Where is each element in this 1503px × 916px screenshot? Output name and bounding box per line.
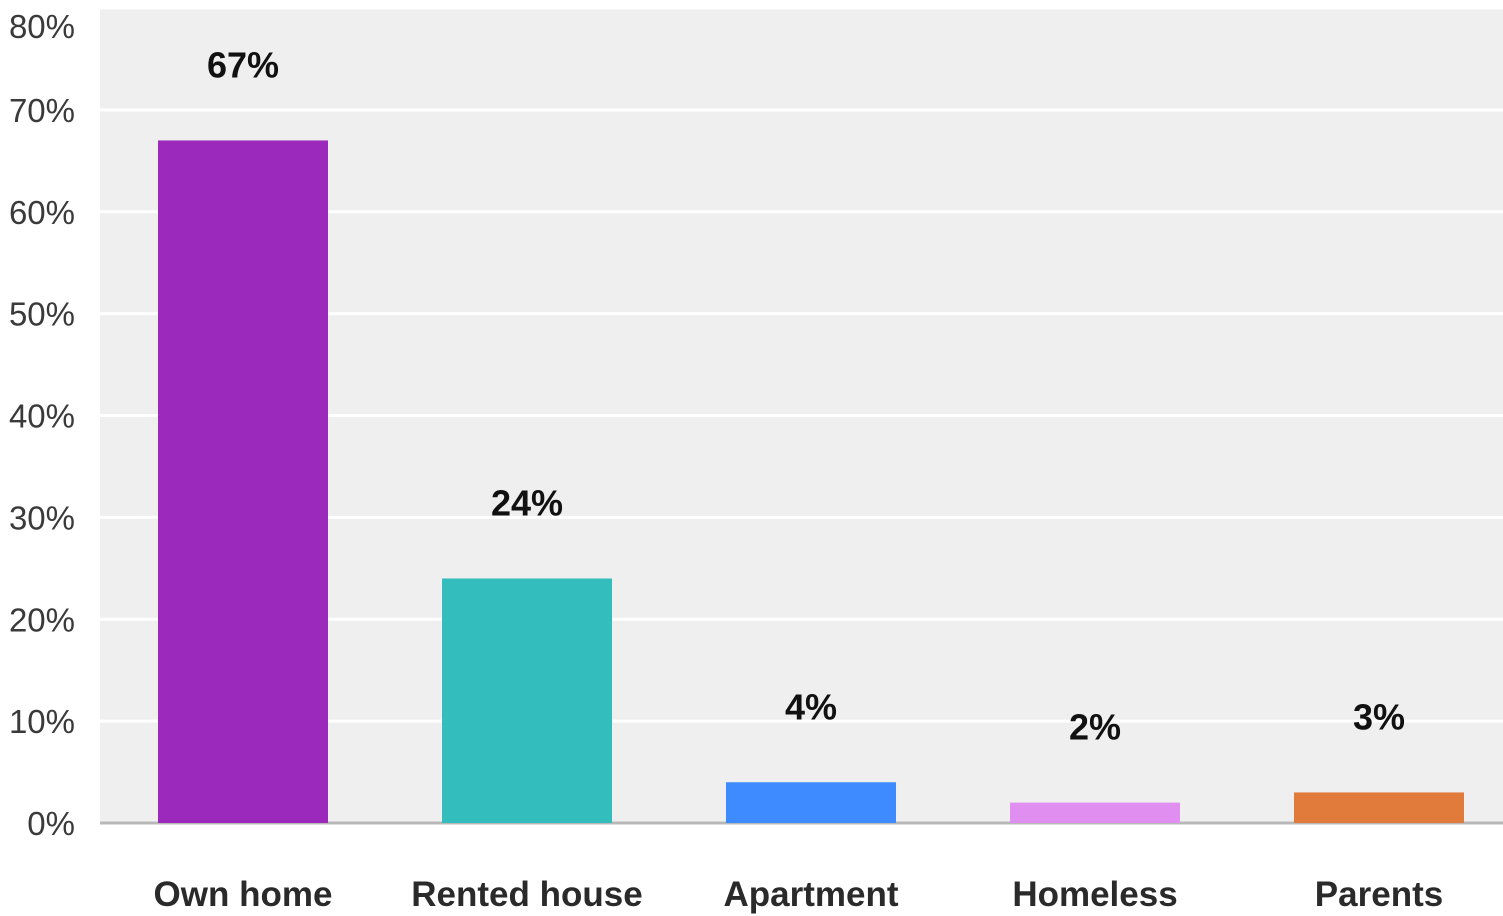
y-tick-label: 50%	[9, 296, 75, 333]
x-category-label: Parents	[1315, 875, 1443, 914]
y-tick-label: 20%	[9, 601, 75, 638]
bar	[726, 782, 896, 823]
data-labels: 67% 24% 4% 2% 3%	[207, 44, 1405, 747]
y-tick-label: 0%	[27, 805, 75, 842]
bar-value-label: 67%	[207, 44, 279, 85]
y-tick-label: 10%	[9, 703, 75, 740]
y-axis-ticks: 0% 10% 20% 30% 40% 50% 60% 70% 80%	[9, 8, 75, 842]
bar-value-label: 2%	[1069, 707, 1121, 748]
bar	[1010, 802, 1180, 823]
y-tick-label: 60%	[9, 194, 75, 231]
bar-value-label: 24%	[491, 483, 563, 524]
y-tick-label: 30%	[9, 499, 75, 536]
y-tick-label: 70%	[9, 92, 75, 129]
bar-value-label: 4%	[785, 686, 837, 727]
y-tick-label: 80%	[9, 8, 75, 45]
x-category-label: Apartment	[723, 875, 898, 914]
x-category-label: Rented house	[411, 875, 642, 914]
bar	[1294, 792, 1464, 823]
gridlines	[100, 6, 1503, 723]
bar-value-label: 3%	[1353, 696, 1405, 737]
bar	[442, 578, 612, 823]
bars	[158, 140, 1464, 823]
bar	[158, 140, 328, 823]
y-tick-label: 40%	[9, 398, 75, 435]
x-category-label: Own home	[154, 875, 333, 914]
x-category-label: Homeless	[1012, 875, 1177, 914]
x-axis-categories: Own home Rented house Apartment Homeless Par…	[154, 875, 1444, 914]
